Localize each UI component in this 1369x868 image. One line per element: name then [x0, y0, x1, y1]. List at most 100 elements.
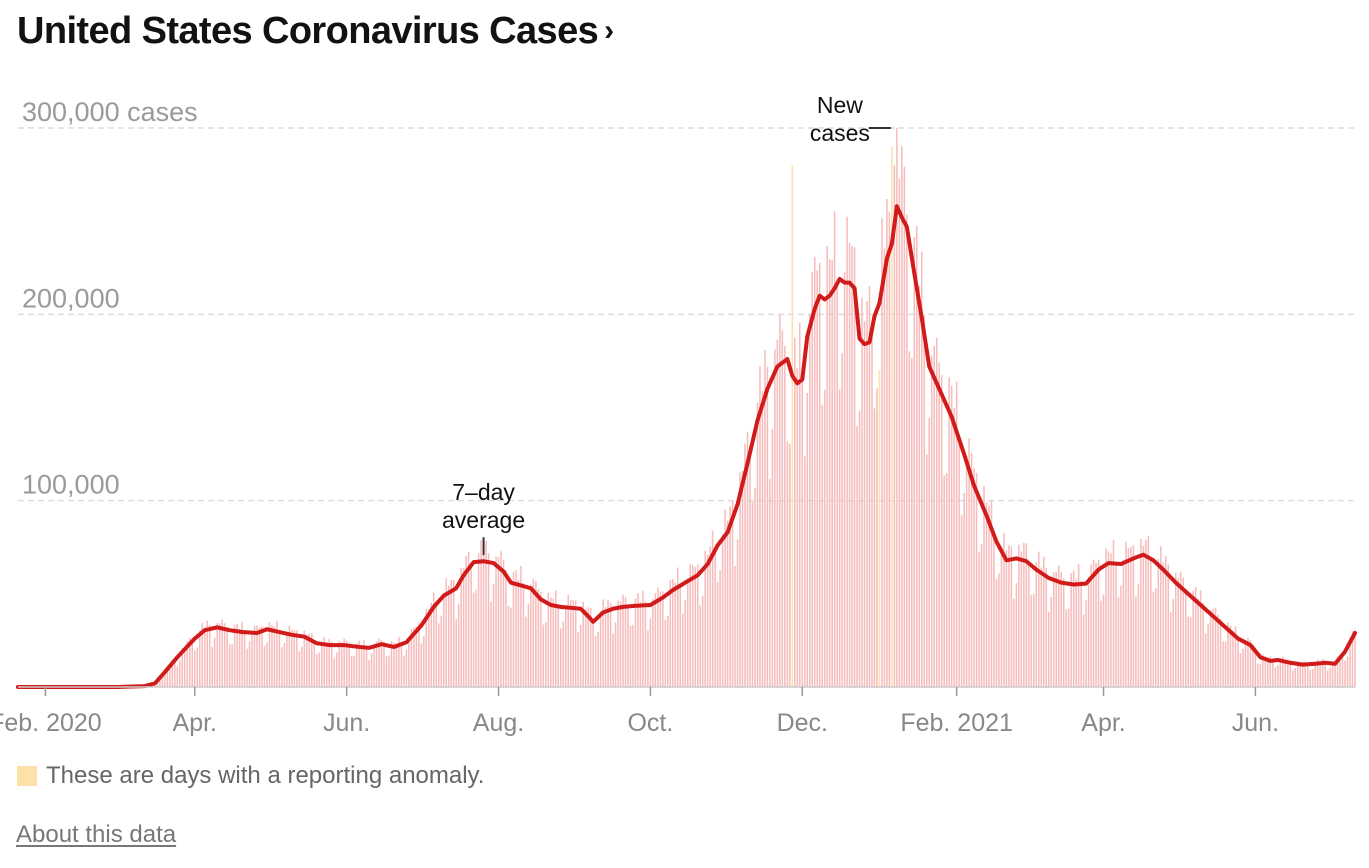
daily-bar: [821, 404, 823, 687]
daily-bar: [475, 589, 477, 687]
daily-bar: [689, 563, 691, 687]
daily-bar: [584, 608, 587, 687]
daily-bar: [166, 666, 169, 687]
x-tick-label: Apr.: [1081, 709, 1125, 737]
daily-bar: [348, 644, 350, 687]
daily-bar: [953, 407, 955, 687]
daily-bar: [1008, 544, 1010, 687]
daily-bar: [194, 650, 196, 687]
chart-title-link[interactable]: United States Coronavirus Cases ›: [17, 10, 614, 53]
daily-bar: [360, 645, 363, 687]
daily-bar: [749, 450, 751, 687]
daily-bar: [1199, 590, 1202, 687]
daily-bar: [734, 566, 736, 687]
daily-bar: [261, 626, 263, 687]
daily-bar: [816, 270, 818, 687]
daily-bar: [607, 599, 609, 687]
daily-bar: [1013, 598, 1015, 687]
daily-bar: [470, 564, 472, 687]
daily-bar: [1229, 625, 1232, 687]
daily-bar: [945, 472, 948, 687]
daily-bar: [677, 567, 679, 687]
daily-bar: [1043, 556, 1045, 687]
daily-bar: [390, 641, 393, 687]
daily-bar: [624, 597, 627, 687]
daily-bar: [1214, 608, 1217, 687]
daily-bar: [612, 633, 614, 687]
daily-bar: [1329, 667, 1331, 687]
daily-bar: [405, 649, 408, 687]
daily-bar: [487, 553, 490, 687]
daily-bar: [380, 640, 383, 687]
daily-bar: [550, 597, 552, 687]
daily-bar: [701, 595, 704, 687]
daily-bar: [1055, 571, 1057, 687]
daily-bar: [672, 579, 674, 687]
daily-bar: [789, 443, 791, 687]
daily-bar: [251, 630, 253, 687]
about-data-link[interactable]: About this data: [16, 821, 177, 848]
daily-bar: [858, 410, 861, 687]
daily-bar: [363, 640, 365, 687]
daily-bar: [1110, 553, 1112, 687]
daily-bar: [425, 608, 428, 687]
daily-bar: [353, 655, 355, 687]
daily-bar: [1100, 600, 1102, 687]
y-tick-label: 200,000: [22, 283, 120, 313]
daily-bar: [201, 623, 204, 687]
daily-bar: [654, 593, 657, 687]
daily-bar: [888, 211, 891, 687]
daily-bar: [1050, 596, 1053, 687]
daily-bar: [246, 648, 248, 687]
daily-bar: [440, 615, 443, 687]
daily-bar: [741, 470, 744, 687]
daily-bar: [271, 625, 273, 687]
daily-bar: [400, 643, 403, 687]
daily-bar: [1264, 656, 1267, 687]
daily-bar: [1189, 617, 1192, 687]
daily-bar: [958, 435, 960, 687]
daily-bar: [1112, 539, 1115, 687]
daily-bar: [243, 630, 246, 687]
daily-bar: [990, 499, 993, 687]
daily-bar: [228, 644, 231, 687]
daily-bar: [156, 680, 159, 687]
daily-bar: [281, 647, 283, 687]
daily-bar: [1028, 562, 1030, 687]
daily-bar: [368, 659, 370, 687]
daily-bar: [462, 568, 465, 687]
anomaly-bar: [791, 165, 794, 687]
daily-bar: [403, 655, 405, 687]
daily-bar: [916, 226, 918, 688]
x-axis: Feb. 2020 Apr. Jun. Aug. Oct. Dec. Feb. 2021 Ap…: [0, 686, 1355, 737]
daily-bar: [206, 620, 208, 687]
daily-bar: [736, 539, 739, 687]
daily-bar: [1145, 540, 1147, 687]
daily-bar: [647, 630, 649, 687]
anomaly-bar: [891, 146, 893, 687]
daily-bar: [1239, 653, 1242, 687]
daily-bar: [1155, 588, 1157, 687]
daily-bar: [985, 502, 988, 687]
daily-bar: [983, 485, 985, 687]
daily-bar: [174, 657, 176, 687]
daily-bar: [930, 355, 933, 687]
daily-bar: [358, 640, 360, 687]
daily-bar: [467, 552, 470, 687]
daily-bar: [731, 501, 734, 687]
daily-bar: [480, 540, 482, 687]
daily-bar: [1272, 660, 1274, 687]
daily-bar: [632, 624, 634, 687]
daily-bar: [642, 590, 644, 687]
daily-bar: [784, 345, 786, 687]
daily-bar: [542, 624, 545, 687]
daily-bar: [560, 628, 562, 687]
daily-bar: [186, 640, 189, 687]
daily-bar: [223, 623, 226, 687]
daily-bar: [679, 584, 682, 687]
daily-bar: [838, 389, 841, 687]
daily-bar: [1349, 637, 1351, 687]
daily-bar: [881, 218, 883, 687]
daily-bar: [950, 385, 953, 687]
